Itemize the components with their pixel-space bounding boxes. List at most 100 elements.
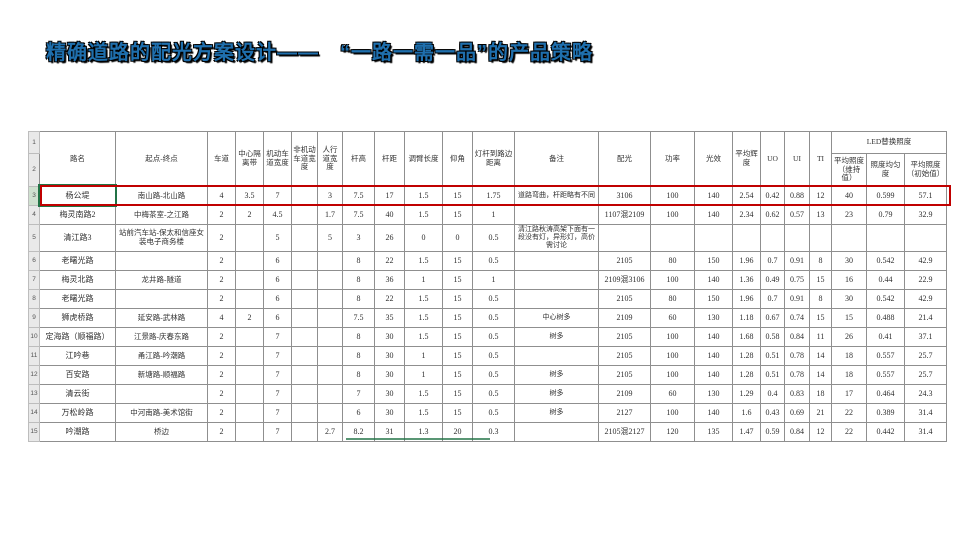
table-cell: 0.3 <box>472 422 515 442</box>
table-cell: 0.83 <box>784 384 810 404</box>
table-cell: 6 <box>263 289 292 309</box>
table-row: 8 老曙光路 2 6 8 22 1.5 15 0.5 2105 80 150 1.96 0.7 0.91 8 3… <box>28 289 948 309</box>
table-cell: 25.7 <box>903 365 948 385</box>
table-cell: 26 <box>831 327 867 347</box>
row-number: 11 <box>28 346 40 366</box>
table-cell <box>317 308 343 328</box>
table-cell: 2 <box>207 403 236 423</box>
table-cell: 0.5 <box>472 403 515 423</box>
table-cell: 万松岭路 <box>39 403 116 423</box>
header-power: 功率 <box>650 131 695 187</box>
table-cell <box>291 289 318 309</box>
table-cell: 0.59 <box>760 422 785 442</box>
table-cell: 13 <box>809 205 832 225</box>
table-cell: 0.84 <box>784 327 810 347</box>
table-cell: 1.75 <box>472 186 515 206</box>
table-cell: 8 <box>809 251 832 271</box>
table-row: 15 吟潮路 桥边 2 7 2.7 8.2 31 1.3 20 0.3 2105混2127 120 135… <box>28 422 948 442</box>
header-pole-height: 杆高 <box>342 131 375 187</box>
table-cell <box>235 270 264 290</box>
table-cell: 2 <box>207 327 236 347</box>
table-cell: 100 <box>650 270 695 290</box>
table-cell: 0.67 <box>760 308 785 328</box>
table-cell: 60 <box>650 308 695 328</box>
table-cell: 0.79 <box>866 205 905 225</box>
table-cell: 0.62 <box>760 205 785 225</box>
table-cell <box>291 327 318 347</box>
header-led-group: LED替换照度 <box>830 131 948 154</box>
table-cell <box>235 384 264 404</box>
table-cell: 140 <box>694 327 733 347</box>
table-cell: 2105 <box>598 365 651 385</box>
table-row: 5 清江路3 站前汽车站-保太和信座女装电子商务楼 2 5 5 3 26 0 0 0.5 清江路秋涛高… <box>28 224 948 252</box>
header-pole-spacing: 杆距 <box>374 131 405 187</box>
table-cell: 150 <box>694 251 733 271</box>
table-cell <box>235 346 264 366</box>
table-cell: 7 <box>263 346 292 366</box>
table-cell: 22.9 <box>903 270 948 290</box>
table-cell: 4 <box>207 308 236 328</box>
table-cell: 140 <box>694 346 733 366</box>
table-cell: 15 <box>442 308 473 328</box>
table-cell: 2 <box>207 365 236 385</box>
table-cell <box>317 346 343 366</box>
table-header: 1 路名 起点-终点 车道 中心隔离带 机动车道宽度 非机动车道宽度 人行道宽度… <box>28 131 948 187</box>
header-endpoints: 起点-终点 <box>115 131 208 187</box>
table-cell: 梅灵北路 <box>39 270 116 290</box>
header-arm-length: 调臂长度 <box>404 131 443 187</box>
row-number: 3 <box>28 186 40 206</box>
table-cell: 60 <box>650 384 695 404</box>
table-cell: 老曙光路 <box>39 289 116 309</box>
table-cell: 站前汽车站-保太和信座女装电子商务楼 <box>115 224 208 252</box>
table-cell: 4.5 <box>263 205 292 225</box>
table-cell: 0.7 <box>760 289 785 309</box>
table-cell <box>291 224 318 252</box>
table-cell: 0 <box>404 224 443 252</box>
header-road: 路名 <box>39 131 116 187</box>
table-row: 4 梅灵南路2 中梅茶室-之江路 2 2 4.5 1.7 7.5 40 1.5 15 1 1107混21… <box>28 205 948 225</box>
table-cell: 0.41 <box>866 327 905 347</box>
row-number: 14 <box>28 403 40 423</box>
table-cell: 18 <box>831 365 867 385</box>
table-cell <box>291 384 318 404</box>
table-cell: 2 <box>207 346 236 366</box>
table-cell: 0.4 <box>760 384 785 404</box>
row-number: 1 <box>28 131 40 154</box>
table-cell <box>317 327 343 347</box>
table-cell: 32.9 <box>903 205 948 225</box>
table-cell: 0.5 <box>472 308 515 328</box>
road-lighting-table: 1 路名 起点-终点 车道 中心隔离带 机动车道宽度 非机动车道宽度 人行道宽度… <box>28 131 948 442</box>
table-cell: 2127 <box>598 403 651 423</box>
table-cell: 2105 <box>598 289 651 309</box>
header-led-uniformity: 照度均匀度 <box>866 153 905 187</box>
table-cell: 40 <box>374 205 405 225</box>
table-cell: 8 <box>809 289 832 309</box>
table-cell: 1.5 <box>404 289 443 309</box>
table-row: 6 老曙光路 2 6 8 22 1.5 15 0.5 2105 80 150 1.96 0.7 0.91 8 3… <box>28 251 948 271</box>
table-cell: 2105 <box>598 327 651 347</box>
table-cell: 120 <box>650 422 695 442</box>
table-cell <box>235 422 264 442</box>
table-cell <box>235 403 264 423</box>
header-pole-to-edge: 灯杆到路边距离 <box>472 131 515 187</box>
row-number: 8 <box>28 289 40 309</box>
table-cell: 1.5 <box>404 205 443 225</box>
row-number: 15 <box>28 422 40 442</box>
table-cell: 3 <box>342 224 375 252</box>
table-cell: 6 <box>342 403 375 423</box>
table-cell: 2105混2127 <box>598 422 651 442</box>
table-cell: 8 <box>342 365 375 385</box>
header-uo: UO <box>760 131 785 187</box>
table-cell: 狮虎桥路 <box>39 308 116 328</box>
row-number: 4 <box>28 205 40 225</box>
table-cell: 8 <box>342 346 375 366</box>
table-cell: 14 <box>809 346 832 366</box>
table-cell: 0.5 <box>472 251 515 271</box>
table-cell <box>514 270 599 290</box>
table-cell: 1.96 <box>732 251 761 271</box>
table-cell: 1.29 <box>732 384 761 404</box>
table-cell: 31 <box>374 422 405 442</box>
table-cell <box>317 270 343 290</box>
table-cell: 1.28 <box>732 365 761 385</box>
header-sidewalk-width: 人行道宽度 <box>317 131 343 187</box>
